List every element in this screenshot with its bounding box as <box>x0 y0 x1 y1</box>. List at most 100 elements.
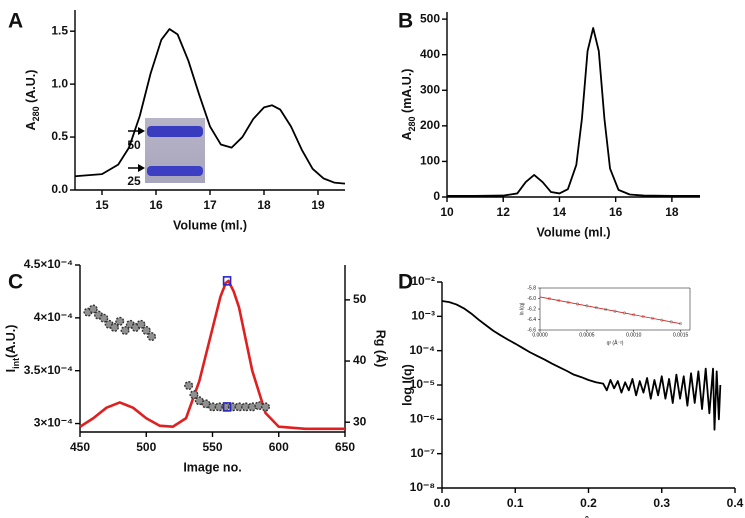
x-tick-label: 19 <box>311 198 325 212</box>
y-axis-label: A280 (A.U.) <box>24 70 41 131</box>
data-point <box>261 402 271 412</box>
panel-label: C <box>8 271 23 294</box>
marker-label: 25 <box>127 174 141 188</box>
x-axis-label: q(Å⁻¹) <box>571 515 607 518</box>
data-line <box>447 27 700 197</box>
panel: 0.0 0.1 0.2 0.3 0.4 10⁻⁸ 10⁻⁷ 10⁻⁶ 10⁻⁵ 10⁻⁴ 10⁻³ 1… <box>398 271 744 518</box>
y-axis-label-part: A <box>400 131 414 140</box>
y2-axis-label: Rg (Å) <box>374 330 389 368</box>
panel-label: A <box>8 10 23 33</box>
y-tick-label: 1.0 <box>51 76 68 90</box>
x-tick-label: 0.0010 <box>626 332 642 338</box>
data-line <box>74 28 346 185</box>
data-point <box>99 313 109 323</box>
data-point <box>88 304 98 314</box>
panel: 0.0000 0.0005 0.0010 0.0015 -6.6 -6.4 -6.2 -6.0… <box>519 285 691 346</box>
y-axis-label: log I(q) <box>400 364 414 406</box>
y-tick-label: 10⁻⁵ <box>410 377 435 391</box>
y-tick-label: 10⁻⁷ <box>410 446 435 460</box>
y-tick-label: 400 <box>420 47 440 61</box>
panel-label: D <box>398 271 413 294</box>
y-axis-label-part: (A.U.) <box>24 70 38 107</box>
data-point <box>120 325 130 335</box>
panel: 10 12 14 16 18 0 100 200 300 400 500 B Volume (ml.) A… <box>398 10 700 239</box>
data-point <box>147 332 157 342</box>
x-tick-label: 0.0 <box>434 496 451 510</box>
y-tick-label: 4×10⁻⁴ <box>34 310 73 324</box>
y-tick-label: 500 <box>420 11 440 25</box>
x-tick-label: 600 <box>269 440 289 454</box>
data-point <box>247 402 257 412</box>
x-tick-label: 0.2 <box>580 496 597 510</box>
y-axis-label-part: I <box>4 369 18 372</box>
data-point <box>109 322 119 332</box>
x-tick-label: 18 <box>665 205 679 219</box>
y-tick-label: -5.8 <box>527 285 536 291</box>
y-tick-label: 0 <box>433 189 440 203</box>
y2-tick-label: 30 <box>353 414 367 428</box>
x-tick-label: 650 <box>335 440 355 454</box>
x-tick-label: 0.3 <box>653 496 670 510</box>
x-tick-label: 16 <box>149 198 163 212</box>
x-tick-label: 0.0005 <box>579 332 595 338</box>
y-axis-label: Iint(A.U.) <box>4 325 21 373</box>
data-point <box>136 319 146 329</box>
x-tick-label: 18 <box>257 198 271 212</box>
x-axis-label: Volume (ml.) <box>536 225 610 239</box>
x-axis-label: Image no. <box>183 460 241 474</box>
data-line <box>441 300 722 431</box>
y-tick-label: 200 <box>420 118 440 132</box>
y-axis-label: ln I(q) <box>519 302 525 315</box>
gel-inset: 50 25 <box>127 118 205 188</box>
y-tick-label: 100 <box>420 154 440 168</box>
x-tick-label: 17 <box>203 198 217 212</box>
x-axis-label: Volume (ml.) <box>173 218 247 232</box>
x-axis-label: q² (Å⁻²) <box>607 339 624 346</box>
gel-band <box>147 166 203 176</box>
y-tick-label: -6.4 <box>527 317 536 323</box>
y-tick-label: 3.5×10⁻⁴ <box>24 363 73 377</box>
y-tick-label: 10⁻³ <box>411 309 435 323</box>
y-axis-label-part: (A.U.) <box>4 325 18 358</box>
x-tick-label: 0.1 <box>507 496 524 510</box>
data-line <box>539 296 681 325</box>
arrow-head <box>138 164 145 172</box>
y-axis-label-part: int <box>11 358 21 369</box>
y-axis-label-part: 280 <box>407 116 417 131</box>
y-tick-label: 1.5 <box>51 23 68 37</box>
y-axis-label-part: A <box>24 121 38 130</box>
x-tick-label: 10 <box>440 205 454 219</box>
highlight-marker <box>222 402 232 412</box>
data-line <box>79 279 345 431</box>
data-point <box>189 390 199 400</box>
highlight-marker <box>222 276 232 286</box>
y2-tick-label: 40 <box>353 353 367 367</box>
x-tick-label: 15 <box>95 198 109 212</box>
arrow-head <box>138 127 145 135</box>
x-tick-label: 0.4 <box>727 496 744 510</box>
data-point <box>254 401 264 411</box>
data-point <box>115 316 125 326</box>
y-tick-label: 4.5×10⁻⁴ <box>24 257 73 271</box>
x-tick-label: 450 <box>70 440 90 454</box>
x-tick-label: 14 <box>553 205 567 219</box>
x-tick-label: 12 <box>497 205 511 219</box>
y-tick-label: 10⁻⁶ <box>410 412 435 426</box>
x-tick-label: 550 <box>202 440 222 454</box>
y-tick-label: 0.5 <box>51 129 68 143</box>
y2-tick-label: 50 <box>353 292 367 306</box>
y-axis-label-part: 280 <box>31 106 41 121</box>
gel-band <box>147 126 203 137</box>
x-tick-label: 16 <box>609 205 623 219</box>
y-tick-label: -6.6 <box>527 327 536 333</box>
data-point <box>141 325 151 335</box>
y-tick-label: 0.0 <box>51 182 68 196</box>
x-tick-label: 0.0000 <box>532 332 548 338</box>
y-tick-label: 3×10⁻⁴ <box>34 416 73 430</box>
data-point <box>184 381 194 391</box>
y-tick-label: 300 <box>420 82 440 96</box>
y-tick-label: 10⁻⁸ <box>410 480 435 494</box>
y-tick-label: -6.0 <box>527 296 536 302</box>
y-tick-label: -6.2 <box>527 306 536 312</box>
